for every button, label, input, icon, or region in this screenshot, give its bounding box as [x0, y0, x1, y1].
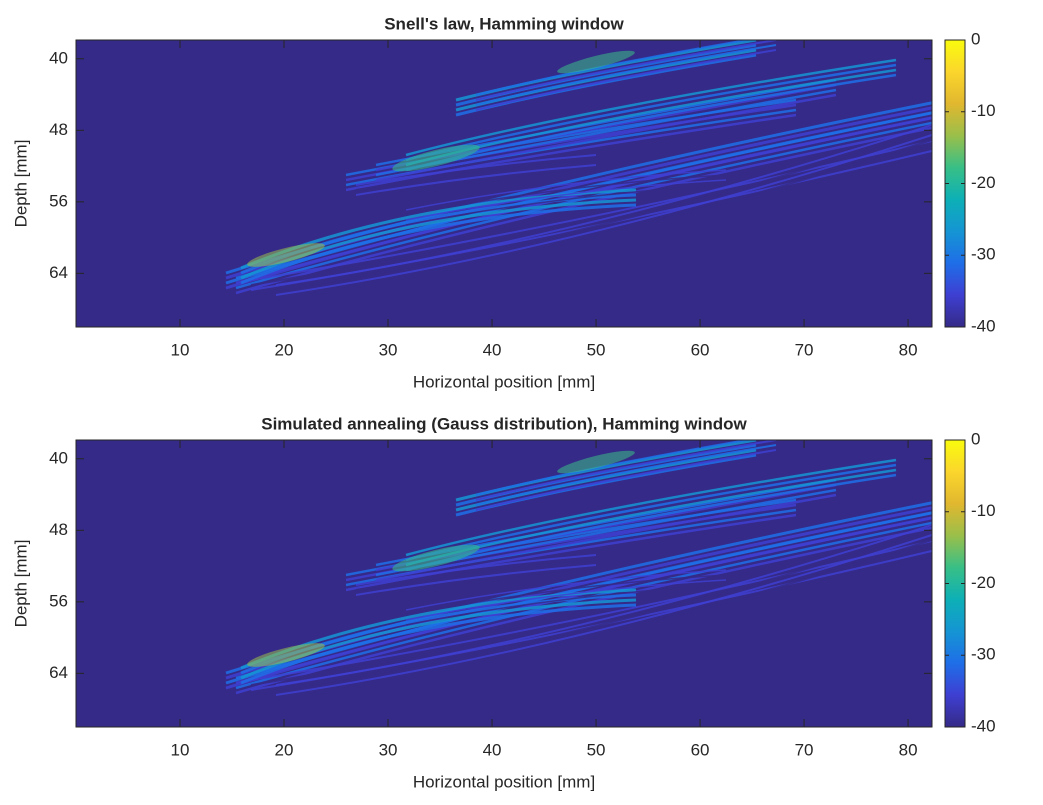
x-tick-label: 40 [483, 740, 502, 759]
streak [405, 584, 727, 626]
x-tick-label: 80 [899, 340, 918, 359]
x-tick-label: 20 [275, 340, 294, 359]
heatmap [76, 440, 932, 727]
streak [345, 113, 797, 192]
streak [475, 440, 753, 496]
hot-spot [247, 243, 325, 267]
streak [475, 40, 777, 101]
y-axis-label: Depth [mm] [11, 140, 30, 228]
streak [355, 164, 597, 196]
colorbar-tick-label: -10 [971, 101, 996, 120]
x-tick-label: 60 [691, 340, 710, 359]
streak [405, 169, 727, 211]
streak [275, 129, 932, 291]
streak [375, 493, 837, 582]
streak [355, 154, 597, 186]
streak [405, 569, 727, 611]
streak [355, 554, 597, 586]
streak [405, 58, 897, 157]
colorbar-tick-label: 0 [971, 429, 980, 448]
colorbar-tick-label: -20 [971, 573, 996, 592]
streak [355, 564, 597, 596]
heatmap [76, 40, 932, 327]
streak [250, 144, 932, 286]
hot-spot [557, 50, 635, 74]
streak [250, 544, 932, 686]
streak [240, 603, 637, 685]
colorbar-tick-label: -30 [971, 645, 996, 664]
colorbar-tick-label: -40 [971, 316, 996, 335]
streak [345, 513, 797, 592]
x-tick-label: 70 [795, 340, 814, 359]
colorbar-tick-label: 0 [971, 29, 980, 48]
streak [405, 574, 727, 616]
y-tick-label: 40 [49, 48, 68, 67]
streak [240, 203, 637, 285]
streak [275, 524, 932, 686]
x-tick-label: 40 [483, 340, 502, 359]
streak [405, 458, 897, 557]
x-tick-label: 20 [275, 740, 294, 759]
y-axis-label: Depth [mm] [11, 540, 30, 628]
heatmap-background [76, 440, 932, 727]
x-tick-label: 30 [379, 340, 398, 359]
colorbar-tick-label: -20 [971, 173, 996, 192]
x-tick-label: 10 [171, 740, 190, 759]
y-tick-label: 40 [49, 448, 68, 467]
streak [405, 174, 727, 216]
y-tick-label: 64 [49, 263, 68, 282]
hot-spot [392, 544, 480, 572]
streak [275, 534, 932, 696]
x-tick-label: 30 [379, 740, 398, 759]
x-axis-label: Horizontal position [mm] [413, 772, 595, 791]
y-tick-label: 56 [49, 591, 68, 610]
streaks [225, 40, 932, 301]
colorbar-tick-label: -40 [971, 716, 996, 735]
x-tick-label: 50 [587, 340, 606, 359]
axes-frame [75, 439, 933, 728]
chart-title: Simulated annealing (Gauss distribution)… [261, 414, 747, 433]
streak [475, 440, 777, 501]
y-tick-label: 56 [49, 191, 68, 210]
axes-frame [75, 39, 933, 328]
streak [275, 139, 932, 301]
streak [375, 93, 837, 182]
x-tick-label: 70 [795, 740, 814, 759]
streak [250, 139, 932, 281]
streak [355, 159, 597, 191]
x-tick-label: 10 [171, 340, 190, 359]
y-tick-label: 48 [49, 520, 68, 539]
streak [405, 579, 727, 621]
streaks [225, 440, 932, 701]
streak [475, 444, 777, 506]
streak [275, 529, 932, 691]
colorbar-tick-label: -30 [971, 245, 996, 264]
x-axis-label: Horizontal position [mm] [413, 372, 595, 391]
streak [405, 184, 727, 226]
streak [355, 569, 597, 601]
x-tick-label: 60 [691, 740, 710, 759]
streak [355, 169, 597, 201]
hot-spot [392, 144, 480, 172]
streak [275, 124, 932, 286]
x-tick-label: 50 [587, 740, 606, 759]
y-tick-label: 64 [49, 663, 68, 682]
streak [355, 559, 597, 591]
streak [405, 179, 727, 221]
streak [475, 49, 777, 111]
streak [475, 44, 777, 106]
hot-spot [247, 643, 325, 667]
hot-spot [557, 450, 635, 474]
streak [275, 539, 932, 701]
colorbar-tick-label: -10 [971, 501, 996, 520]
chart-title: Snell's law, Hamming window [384, 14, 624, 33]
streak [475, 40, 753, 96]
streak [275, 134, 932, 296]
heatmap-background [76, 40, 932, 327]
x-tick-label: 80 [899, 740, 918, 759]
streak [250, 539, 932, 681]
streak [475, 449, 777, 511]
y-tick-label: 48 [49, 120, 68, 139]
